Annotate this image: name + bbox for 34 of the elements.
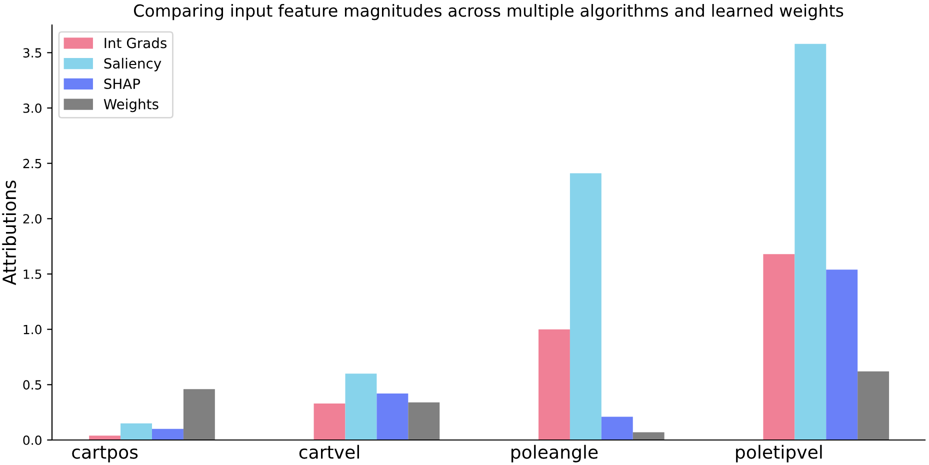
legend-label: Weights — [104, 98, 158, 112]
bar — [120, 423, 152, 440]
x-tick-label: poleangle — [512, 444, 598, 462]
y-tick-label: 2.5 — [23, 158, 42, 168]
y-tick-label: 1.5 — [24, 270, 42, 279]
legend-label: SHAP — [104, 78, 140, 90]
bar — [152, 428, 184, 440]
bar — [345, 374, 377, 440]
bar — [570, 173, 602, 440]
y-axis-title: Attributions — [2, 180, 16, 286]
bar — [794, 44, 826, 440]
y-tick-label: 0.5 — [23, 380, 42, 390]
x-tick-label: cartpos — [72, 446, 138, 462]
bar — [826, 270, 858, 440]
bar — [183, 389, 215, 440]
y-tick-label: 2.0 — [23, 214, 42, 224]
bar — [314, 403, 346, 440]
bar — [538, 329, 570, 440]
bar — [89, 436, 121, 440]
legend-label: Saliency — [104, 58, 162, 72]
chart-title: Comparing input feature magnitudes across multiple algorithms and learned weights — [134, 4, 844, 20]
bar — [763, 254, 795, 440]
y-tick-label: 1.0 — [24, 324, 42, 334]
bar — [408, 402, 440, 440]
y-tick-label: 3.0 — [23, 103, 42, 113]
y-tick-label: 3.5 — [23, 48, 42, 58]
bar — [376, 394, 408, 440]
y-tick-label: 0.0 — [23, 435, 42, 445]
bar — [632, 432, 664, 440]
legend-label: Int Grads — [104, 38, 167, 48]
x-tick-label: poletipvel — [736, 444, 822, 462]
bar — [858, 371, 890, 440]
x-tick-label: cartvel — [299, 444, 359, 459]
bar — [601, 416, 633, 440]
